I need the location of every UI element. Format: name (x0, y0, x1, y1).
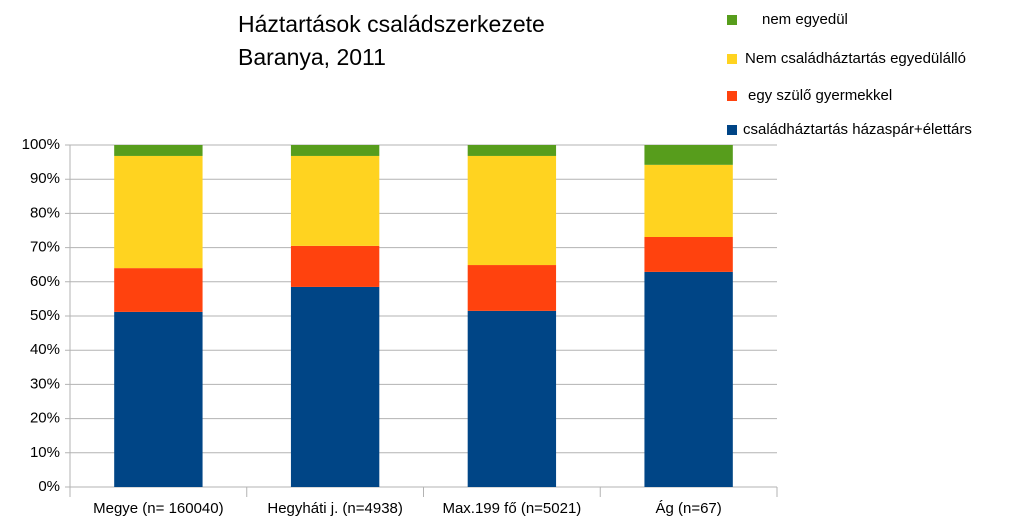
y-tick-label: 0% (38, 478, 60, 495)
bar-segment (467, 310, 557, 487)
x-tick-label: Ág (n=67) (655, 500, 721, 517)
bar-segment (114, 311, 203, 487)
legend-label: Nem családháztartás egyedülálló (745, 50, 966, 67)
y-tick-label: 60% (30, 273, 60, 290)
legend-label: családháztartás házaspár+élettárs (743, 121, 972, 138)
legend-label: egy szülő gyermekkel (748, 87, 892, 104)
chart-title: Háztartások családszerkezete (238, 11, 545, 37)
x-tick-label: Max.199 fő (n=5021) (442, 500, 581, 517)
bar-segment (644, 271, 733, 487)
x-tick-label: Megye (n= 160040) (93, 500, 224, 517)
bar-segment (644, 145, 733, 165)
y-tick-label: 80% (30, 204, 60, 221)
y-tick-label: 90% (30, 170, 60, 187)
chart-subtitle: Baranya, 2011 (238, 44, 386, 70)
legend-swatch (727, 91, 737, 101)
legend-swatch (727, 15, 737, 25)
bar-segment (644, 164, 733, 237)
bar-segment (467, 265, 557, 311)
bar-segment (467, 155, 557, 266)
y-tick-label: 50% (30, 307, 60, 324)
y-tick-label: 30% (30, 375, 60, 392)
bar-segment (290, 286, 380, 487)
bar-segment (290, 245, 380, 287)
legend-swatch (727, 125, 737, 135)
bar-segment (114, 155, 203, 269)
bar-segment (467, 145, 557, 156)
x-tick-label: Hegyháti j. (n=4938) (267, 500, 403, 517)
y-tick-label: 70% (30, 239, 60, 256)
y-tick-label: 10% (30, 444, 60, 461)
legend-swatch (727, 54, 737, 64)
y-tick-label: 100% (22, 136, 60, 153)
y-tick-label: 40% (30, 341, 60, 358)
bar-segment (114, 268, 203, 312)
bar-segment (114, 145, 203, 156)
legend-label: nem egyedül (762, 11, 848, 28)
bar-segment (290, 145, 380, 156)
bar-segment (644, 236, 733, 272)
bar-segment (290, 155, 380, 246)
y-tick-label: 20% (30, 410, 60, 427)
